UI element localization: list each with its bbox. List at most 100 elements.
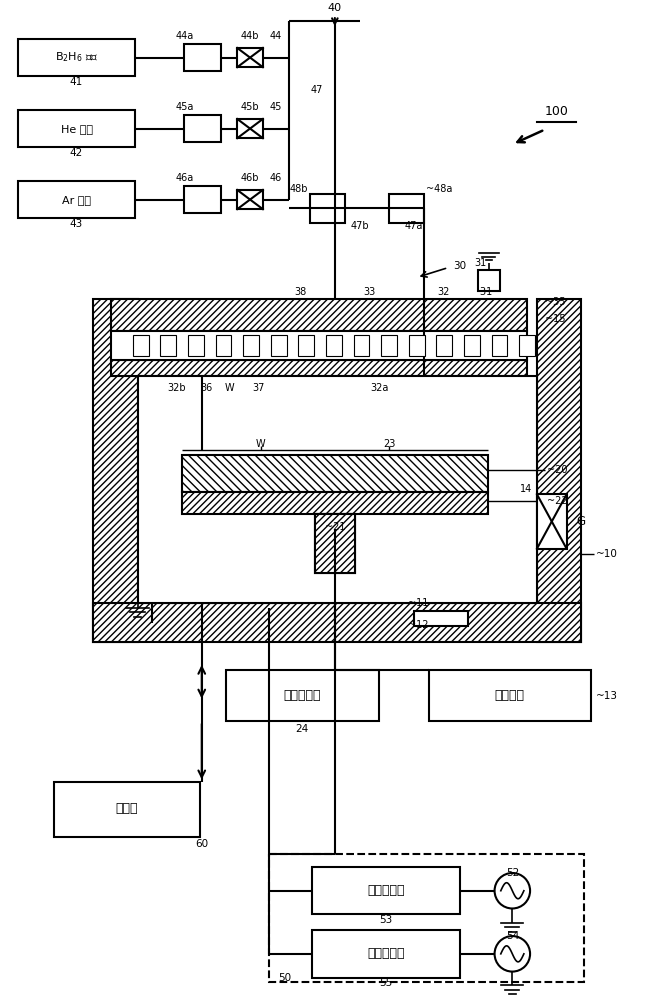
Text: 24: 24: [296, 724, 309, 734]
Bar: [315, 514, 354, 573]
Text: ~48a: ~48a: [426, 184, 452, 194]
Text: 52: 52: [506, 868, 519, 878]
Bar: [464, 335, 480, 356]
Text: 46b: 46b: [241, 173, 260, 183]
Text: G: G: [576, 515, 585, 528]
Text: 32a: 32a: [370, 383, 388, 393]
Bar: [537, 494, 567, 549]
Bar: [18, 39, 135, 76]
Bar: [409, 335, 424, 356]
Text: 60: 60: [195, 839, 208, 849]
Bar: [111, 331, 527, 360]
Bar: [238, 119, 263, 138]
Bar: [492, 335, 508, 356]
Bar: [478, 270, 500, 291]
Text: 第一匹配器: 第一匹配器: [367, 884, 405, 897]
Bar: [519, 335, 535, 356]
Text: ~20: ~20: [547, 465, 567, 475]
Text: 40: 40: [328, 3, 342, 13]
Bar: [93, 603, 582, 642]
Text: 55: 55: [380, 978, 393, 988]
Bar: [310, 194, 345, 223]
Text: 46a: 46a: [176, 173, 194, 183]
Text: 44: 44: [269, 31, 282, 41]
Text: 45b: 45b: [241, 102, 260, 112]
Bar: [111, 299, 527, 331]
Text: ~35: ~35: [545, 297, 565, 307]
Bar: [227, 670, 379, 721]
Text: 31: 31: [474, 258, 487, 268]
Bar: [413, 611, 468, 626]
Text: 43: 43: [70, 219, 83, 229]
Text: 47a: 47a: [404, 221, 423, 231]
Text: ~12: ~12: [408, 620, 429, 630]
Text: 44a: 44a: [176, 31, 194, 41]
Bar: [18, 181, 135, 218]
Bar: [138, 376, 537, 603]
Bar: [312, 867, 460, 914]
Text: ~10: ~10: [596, 549, 618, 559]
Bar: [354, 335, 369, 356]
Bar: [243, 335, 259, 356]
Text: 45a: 45a: [176, 102, 194, 112]
Bar: [160, 335, 176, 356]
Circle shape: [495, 936, 530, 972]
Bar: [215, 335, 231, 356]
Text: 加热器电源: 加热器电源: [284, 689, 321, 702]
Text: 36: 36: [201, 383, 213, 393]
Bar: [436, 335, 452, 356]
Bar: [184, 44, 221, 71]
Bar: [111, 360, 527, 376]
Text: 30: 30: [453, 261, 466, 271]
Text: W: W: [256, 439, 265, 449]
Text: 第二匹配器: 第二匹配器: [367, 947, 405, 960]
Bar: [18, 110, 135, 147]
Text: 31: 31: [480, 287, 495, 297]
Text: 47: 47: [311, 85, 323, 95]
Bar: [299, 335, 314, 356]
Bar: [184, 186, 221, 213]
Text: 14: 14: [520, 484, 532, 494]
Bar: [182, 492, 487, 514]
Bar: [315, 514, 354, 573]
Bar: [238, 48, 263, 67]
Bar: [271, 335, 287, 356]
Text: 100: 100: [545, 105, 569, 118]
Text: 33: 33: [363, 287, 376, 297]
Text: He 气体: He 气体: [60, 124, 93, 134]
Bar: [381, 335, 397, 356]
Text: 45: 45: [269, 102, 282, 112]
Bar: [133, 335, 149, 356]
Bar: [269, 854, 584, 982]
Text: ~13: ~13: [596, 691, 618, 701]
Text: 48b: 48b: [289, 184, 308, 194]
Text: 41: 41: [70, 77, 83, 87]
Text: W: W: [225, 383, 234, 393]
Text: ~15: ~15: [545, 314, 565, 324]
Bar: [188, 335, 204, 356]
Bar: [184, 115, 221, 142]
Text: 控制部: 控制部: [116, 802, 138, 815]
Bar: [93, 299, 138, 642]
Text: B$_2$H$_6$ 气体: B$_2$H$_6$ 气体: [55, 51, 98, 64]
Text: 50: 50: [278, 973, 292, 983]
Text: ~11: ~11: [408, 598, 429, 608]
Text: 53: 53: [380, 915, 393, 925]
Bar: [389, 194, 424, 223]
Bar: [537, 299, 582, 642]
Text: 47b: 47b: [350, 221, 369, 231]
Bar: [428, 670, 591, 721]
Bar: [312, 930, 460, 978]
Text: 37: 37: [252, 383, 265, 393]
Text: 23: 23: [383, 439, 395, 449]
Bar: [182, 455, 487, 492]
Text: ~22: ~22: [547, 496, 567, 506]
Text: 38: 38: [294, 287, 306, 297]
Bar: [326, 335, 342, 356]
Text: 44b: 44b: [241, 31, 260, 41]
Text: 排气装置: 排气装置: [495, 689, 524, 702]
Text: ~21: ~21: [324, 522, 345, 532]
Bar: [54, 782, 200, 837]
Text: Ar 气体: Ar 气体: [62, 195, 91, 205]
Text: 54: 54: [506, 931, 519, 941]
